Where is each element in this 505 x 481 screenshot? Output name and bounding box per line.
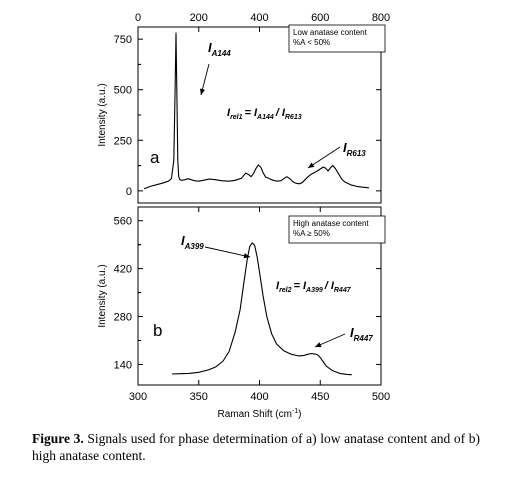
- peak-label-main: I: [208, 40, 212, 55]
- spectrum-line: [143, 32, 369, 190]
- peak-arrow-shaft: [204, 246, 251, 258]
- y-tick-label: 420: [114, 264, 132, 276]
- legend-line: Low anatase content: [293, 28, 368, 37]
- peak-label-main: I: [350, 325, 354, 340]
- formula-a: I: [276, 280, 280, 292]
- spectrum-line: [171, 242, 352, 376]
- peak-label-sub: R447: [354, 334, 374, 343]
- formula-a-sub: rel1: [230, 114, 244, 121]
- x-axis-title-main: Raman Shift (cm: [217, 409, 291, 420]
- x-tick-label: 400: [250, 12, 268, 24]
- peak-label: IR447: [350, 325, 373, 343]
- y-tick-label: 250: [114, 135, 132, 147]
- figure-caption: Figure 3. Signals used for phase determi…: [32, 430, 480, 464]
- x-axis-title-sup: -1: [292, 408, 298, 415]
- formula-c-sub: R447: [334, 287, 352, 294]
- legend-line: %A ≥ 50%: [293, 229, 330, 238]
- x-tick-label: 300: [129, 391, 147, 403]
- legend: High anatase content%A ≥ 50%: [288, 215, 386, 244]
- formula-b-sub: A144: [256, 114, 276, 121]
- peak-label: IA399: [181, 233, 204, 251]
- peak-label: IR613: [343, 140, 366, 158]
- x-axis-title: Raman Shift (cm-1): [217, 408, 301, 420]
- peak-label-sub: R613: [347, 149, 367, 158]
- y-tick-label: 500: [114, 85, 132, 97]
- peak-label: IA144: [208, 40, 231, 58]
- legend-line: High anatase content: [293, 219, 369, 228]
- formula-b: = I: [244, 107, 257, 119]
- peak-label-sub: A399: [184, 242, 205, 251]
- y-tick-label: 0: [126, 186, 132, 198]
- peak-arrow-head: [308, 162, 315, 168]
- x-tick-label: 600: [311, 12, 329, 24]
- y-tick-label: 750: [114, 34, 132, 46]
- panel-letter: b: [153, 321, 162, 340]
- peak-label-main: I: [181, 233, 185, 248]
- ratio-formula: Irel1 = IA144 / IR613: [227, 107, 302, 121]
- x-tick-label: 0: [135, 12, 141, 24]
- peak-arrow-shaft: [307, 146, 341, 169]
- legend-box: [288, 215, 386, 244]
- x-tick-label: 350: [190, 391, 208, 403]
- formula-c: / I: [324, 280, 335, 292]
- peak-arrow-head: [243, 253, 250, 259]
- caption-label: Figure 3.: [32, 431, 84, 446]
- legend-line: %A < 50%: [293, 38, 330, 47]
- peak-label-main: I: [343, 140, 347, 155]
- y-axis-title: Intensity (a.u.): [97, 83, 108, 146]
- x-axis-title-end: ): [298, 409, 301, 420]
- formula-c: / I: [275, 107, 286, 119]
- legend-box: [288, 24, 386, 53]
- x-tick-label: 450: [311, 391, 329, 403]
- y-tick-label: 560: [114, 216, 132, 228]
- formula-b-sub: A399: [305, 287, 325, 294]
- ratio-formula: Irel2 = IA399 / IR447: [276, 280, 352, 294]
- peak-arrow-head: [315, 342, 322, 347]
- formula-a: I: [227, 107, 231, 119]
- panel-letter: a: [150, 148, 160, 167]
- formula-a-sub: rel2: [279, 287, 293, 294]
- x-tick-label: 200: [190, 12, 208, 24]
- x-tick-label: 500: [372, 391, 390, 403]
- y-axis-title: Intensity (a.u.): [97, 264, 108, 327]
- peak-arrow-head: [199, 88, 206, 95]
- y-tick-label: 140: [114, 359, 132, 371]
- legend: Low anatase content%A < 50%: [288, 24, 386, 53]
- formula-b: = I: [293, 280, 306, 292]
- panel-b-high-anatase: 140 280 420 560 300 350 400 450 500 Intensity (a.…: [97, 206, 390, 420]
- formula-c-sub: R613: [285, 114, 302, 121]
- caption-text: Signals used for phase determination of …: [32, 431, 480, 463]
- y-tick-label: 280: [114, 312, 132, 324]
- x-tick-label: 400: [250, 391, 268, 403]
- peak-label-sub: A144: [211, 49, 232, 58]
- x-tick-label: 800: [372, 12, 390, 24]
